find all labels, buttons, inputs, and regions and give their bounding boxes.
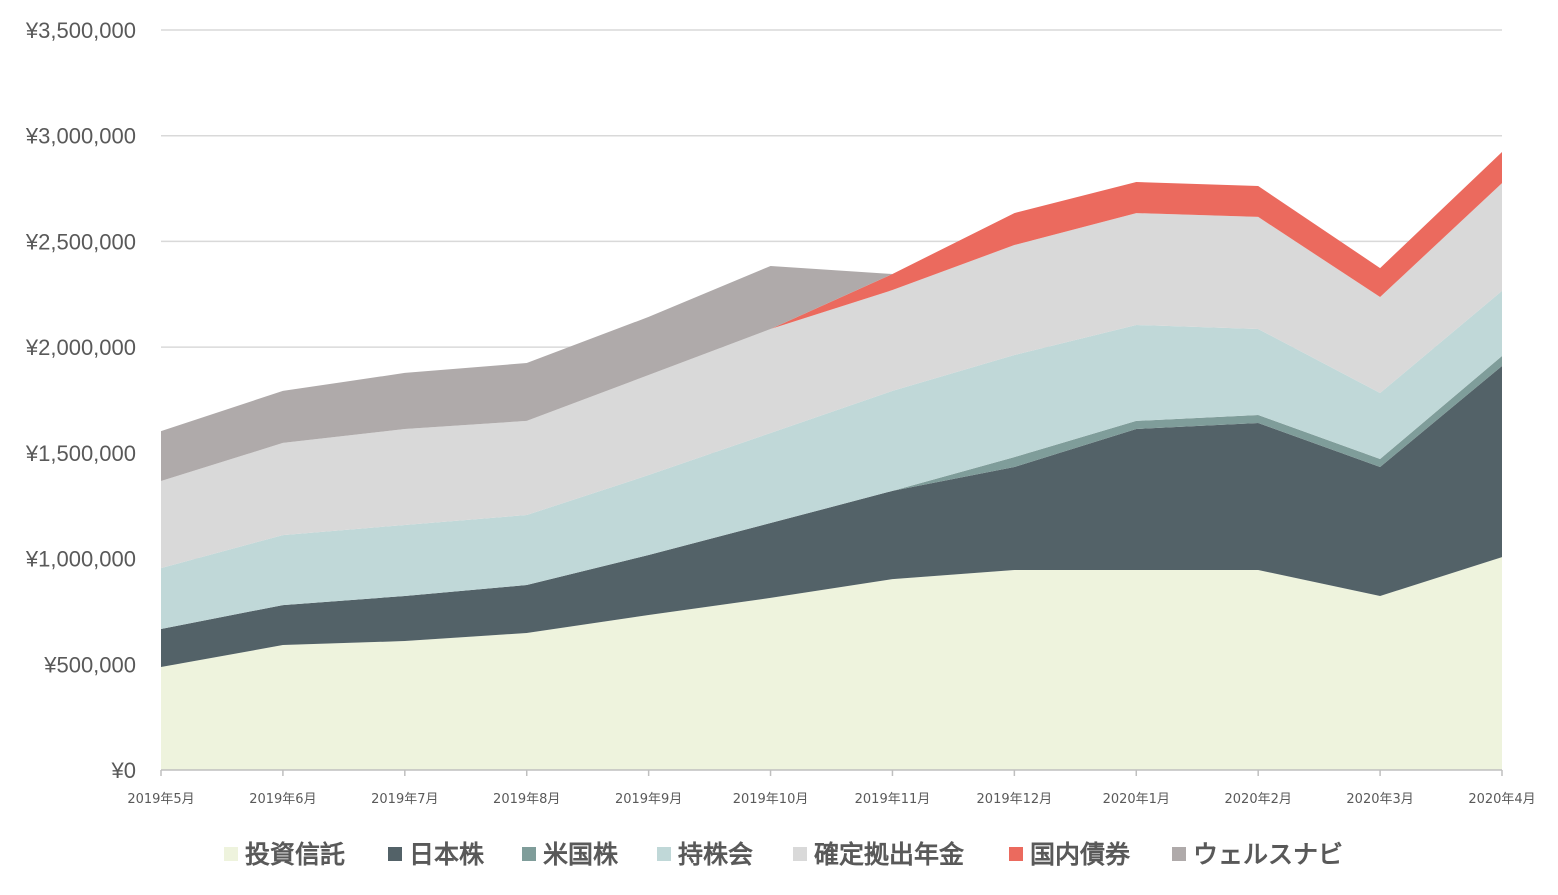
- x-axis: [160, 769, 1503, 776]
- legend-item: 米国株: [522, 840, 619, 869]
- x-tick-label: 2020年4月: [1468, 792, 1535, 807]
- legend-item: 確定拠出年金: [793, 840, 965, 869]
- legend-item: 日本株: [388, 840, 485, 869]
- area-series-4: [161, 183, 1502, 569]
- x-tick-label: 2019年5月: [127, 792, 194, 807]
- legend-item: 持株会: [657, 840, 753, 869]
- legend: 投資信託 日本株 米国株 持株会 確定拠出年金 国内債券 ウェルスナビ: [224, 840, 1343, 869]
- x-tick-label: 2019年12月: [977, 792, 1053, 807]
- legend-label: 投資信託: [245, 840, 345, 869]
- legend-label: 日本株: [409, 840, 485, 869]
- x-tick-labels: 2019年5月 2019年6月 2019年7月 2019年8月 2019年9月 2019年…: [127, 792, 1535, 807]
- legend-swatch: [388, 847, 402, 861]
- x-tick-label: 2020年1月: [1103, 792, 1170, 807]
- area-series-6: [161, 151, 1502, 481]
- y-tick-label: ¥2,500,000: [25, 229, 136, 254]
- y-tick-label: ¥0: [111, 758, 136, 783]
- y-tick-label: ¥500,000: [43, 652, 136, 677]
- legend-swatch: [657, 847, 671, 861]
- area-series-3: [161, 290, 1502, 629]
- x-tick-label: 2019年11月: [855, 792, 931, 807]
- x-tick-label: 2019年9月: [615, 792, 682, 807]
- area-series-2: [161, 356, 1502, 629]
- y-tick-label: ¥1,000,000: [25, 547, 136, 572]
- legend-swatch: [522, 847, 536, 861]
- legend-label: 国内債券: [1030, 840, 1131, 869]
- x-tick-label: 2020年2月: [1225, 792, 1292, 807]
- y-tick-labels: ¥0 ¥500,000 ¥1,000,000 ¥1,500,000 ¥2,000,000…: [25, 18, 136, 783]
- x-tick-label: 2019年6月: [249, 792, 316, 807]
- area-series-0: [161, 557, 1502, 770]
- area-series-1: [161, 365, 1502, 668]
- legend-swatch: [793, 847, 807, 861]
- x-tick-label: 2019年7月: [371, 792, 438, 807]
- x-tick-label: 2019年10月: [733, 792, 809, 807]
- legend-item: 国内債券: [1009, 840, 1131, 869]
- legend-swatch: [1172, 847, 1186, 861]
- x-tick-label: 2019年8月: [493, 792, 560, 807]
- y-tick-label: ¥3,500,000: [25, 18, 136, 43]
- y-tick-label: ¥2,000,000: [25, 335, 136, 360]
- legend-swatch: [1009, 847, 1023, 861]
- x-tick-label: 2020年3月: [1346, 792, 1413, 807]
- legend-swatch: [224, 847, 238, 861]
- legend-item: ウェルスナビ: [1172, 840, 1343, 869]
- y-tick-label: ¥1,500,000: [25, 441, 136, 466]
- legend-label: 確定拠出年金: [814, 840, 965, 869]
- legend-label: 米国株: [543, 840, 619, 869]
- y-tick-label: ¥3,000,000: [25, 124, 136, 149]
- series-areas: [161, 151, 1502, 770]
- legend-label: 持株会: [678, 840, 753, 869]
- legend-item: 投資信託: [224, 840, 345, 869]
- legend-label: ウェルスナビ: [1193, 840, 1343, 869]
